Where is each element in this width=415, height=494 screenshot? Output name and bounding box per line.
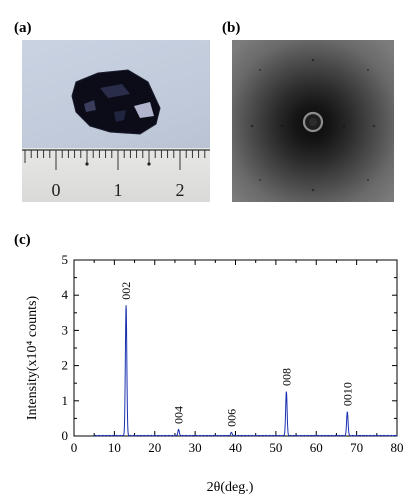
- x-tick-label: 10: [108, 440, 121, 455]
- y-axis-label: Intensity(x10⁴ counts): [25, 296, 40, 421]
- peak-label-0010: 0010: [340, 382, 354, 406]
- chart-axes: 0 10 20 30 40 50 60 70 80 0 1 2 3 4 5: [62, 252, 404, 455]
- peak-label-006: 006: [224, 409, 238, 427]
- y-tick-label: 5: [62, 252, 69, 267]
- crystal-sample: [71, 69, 161, 135]
- y-tick-label: 4: [62, 287, 69, 302]
- y-tick-label: 3: [62, 322, 69, 337]
- ruler: 0 1 2: [22, 148, 210, 202]
- peak-label-008: 008: [279, 368, 293, 386]
- xrd-series-line: [94, 305, 398, 437]
- crystal-photo: 0 1 2: [22, 40, 210, 202]
- peak-label-004: 004: [172, 406, 186, 424]
- x-tick-label: 50: [269, 440, 282, 455]
- x-tick-label: 40: [229, 440, 242, 455]
- x-tick-label: 0: [71, 440, 78, 455]
- panel-label-c: (c): [14, 232, 31, 248]
- x-axis-label: 2θ(deg.): [207, 480, 254, 494]
- diffraction-pattern: [232, 40, 394, 202]
- x-tick-label: 30: [189, 440, 202, 455]
- x-tick-label: 20: [148, 440, 161, 455]
- ruler-number: 1: [114, 180, 123, 200]
- x-tick-label: 80: [391, 440, 404, 455]
- peak-label-002: 002: [119, 282, 133, 300]
- y-tick-label: 0: [62, 428, 69, 443]
- ruler-number: 2: [176, 180, 185, 200]
- y-tick-label: 1: [62, 393, 69, 408]
- xrd-chart: 0 10 20 30 40 50 60 70 80 0 1 2 3 4 5 002 004 006 008 0010…: [25, 252, 404, 494]
- y-tick-label: 2: [62, 358, 69, 373]
- panel-label-a: (a): [14, 20, 32, 36]
- peak-labels: 002 004 006 008 0010: [119, 282, 354, 427]
- x-tick-label: 60: [310, 440, 323, 455]
- panel-label-b: (b): [222, 20, 241, 36]
- x-tick-label: 70: [350, 440, 363, 455]
- ruler-number: 0: [52, 180, 61, 200]
